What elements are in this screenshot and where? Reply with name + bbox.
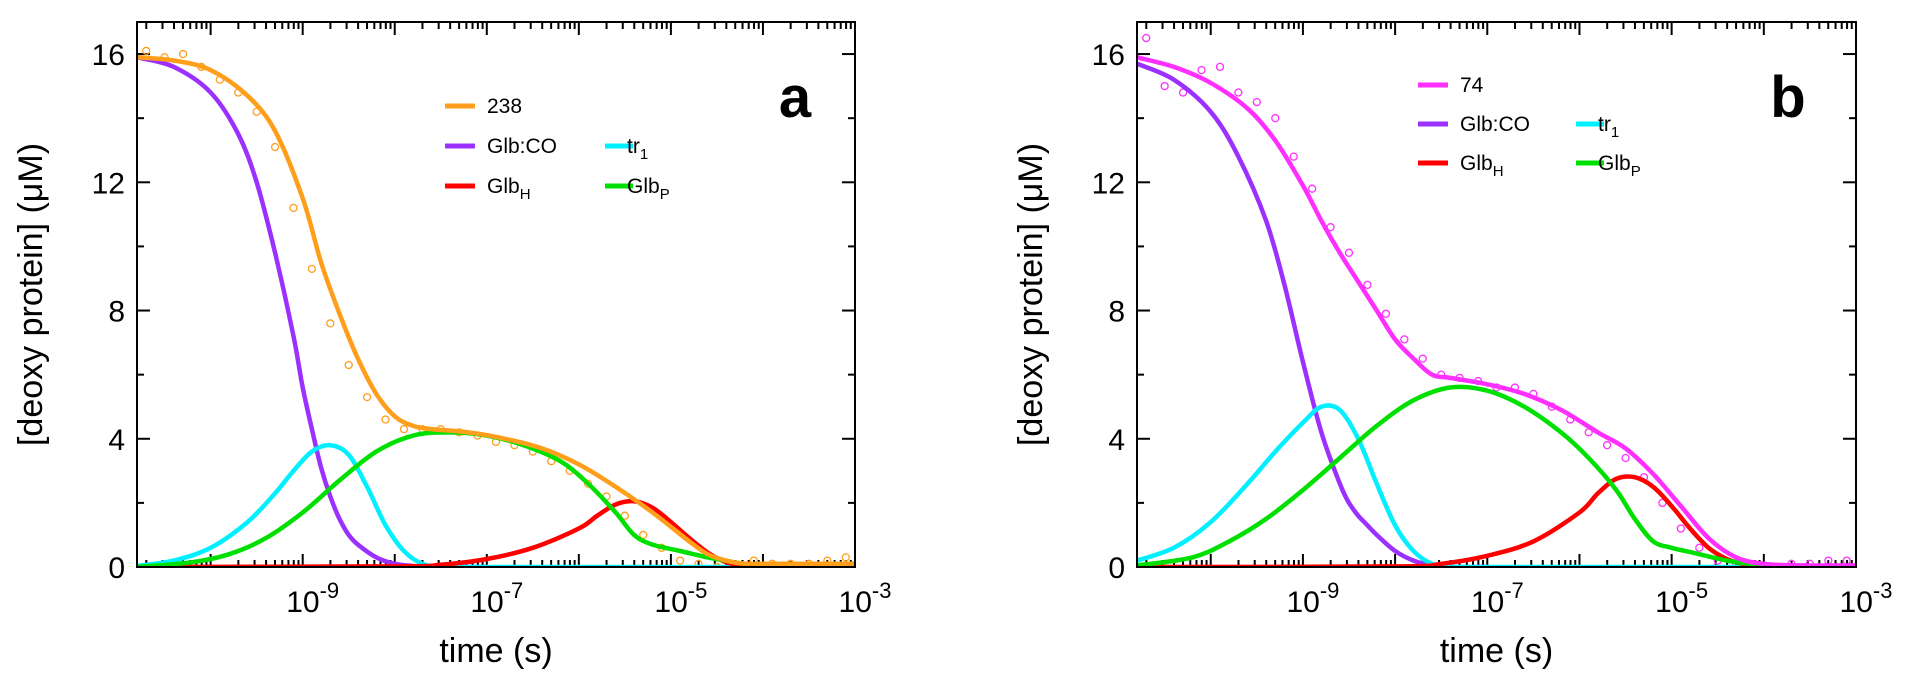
data-point <box>307 264 317 274</box>
data-point <box>1307 184 1317 193</box>
y-tick-label: 8 <box>1108 296 1125 329</box>
data-point <box>1197 65 1206 75</box>
data-point <box>1252 97 1261 107</box>
data-point <box>1602 441 1612 450</box>
panel-a: 0 4 8 12 16 10-9 10-7 10-5 10-3 time (s) [deoxy pr… <box>12 21 892 670</box>
x-tick-label: 10-3 <box>839 578 892 619</box>
data-point <box>1676 524 1686 533</box>
data-point <box>1418 354 1427 363</box>
data-point <box>362 392 372 402</box>
data-point <box>1271 114 1280 123</box>
legend: 238 Glb:CO tr1 GlbH GlbP <box>445 95 670 203</box>
y-tick-label: 8 <box>108 296 125 329</box>
y-tick-label: 4 <box>108 424 125 457</box>
y-tick-label: 16 <box>92 39 125 72</box>
legend-label: 74 <box>1460 74 1484 97</box>
plot-frame <box>136 21 856 568</box>
legend-entry-glbh: GlbH <box>445 175 531 203</box>
legend-entry-glbh: GlbH <box>1418 152 1504 180</box>
legend-entry-74: 74 <box>1418 74 1484 97</box>
y-tick-label: 0 <box>108 552 125 585</box>
series-glbh <box>1137 474 1856 567</box>
y-axis-label: [deoxy protein] (μM) <box>12 143 50 446</box>
x-tick-label: 10-3 <box>1840 578 1893 619</box>
panel-label: b <box>1770 65 1805 130</box>
x-axis-label: time (s) <box>439 632 552 670</box>
legend: 74 Glb:CO tr1 GlbH GlbP <box>1418 74 1641 180</box>
data-point <box>142 46 151 56</box>
data-point <box>399 424 409 434</box>
legend-label: GlbP <box>627 175 670 203</box>
plot-frame <box>1136 21 1857 568</box>
legend-label: GlbP <box>1598 152 1641 180</box>
legend-entry-glb-co: Glb:CO <box>1418 113 1530 136</box>
series-glb-co <box>137 55 490 567</box>
y-tick-label: 16 <box>1092 39 1125 72</box>
series-glbh <box>137 498 855 567</box>
data-point <box>289 203 298 213</box>
data-point <box>1160 81 1169 91</box>
legend-entry-glbp: GlbP <box>1576 152 1641 180</box>
legend-label: Glb:CO <box>487 135 557 158</box>
data-point <box>694 559 703 567</box>
series-glbp <box>1137 384 1856 567</box>
x-tick-label: 10-9 <box>286 578 339 619</box>
data-point <box>583 479 593 488</box>
data-point <box>841 553 850 562</box>
data-point <box>620 511 630 520</box>
legend-label: tr1 <box>627 135 648 163</box>
legend-label: Glb:CO <box>1460 113 1530 136</box>
data-point <box>1400 335 1409 344</box>
data-point <box>1289 152 1298 161</box>
data-point <box>1178 88 1188 97</box>
x-tick-label: 10-7 <box>470 578 523 619</box>
legend-label: 238 <box>487 95 522 118</box>
data-point <box>712 562 722 567</box>
plot-area <box>137 46 855 580</box>
data-point <box>1363 280 1372 290</box>
data-point <box>1215 62 1225 72</box>
y-tick-label: 0 <box>1108 552 1125 585</box>
y-axis-label: [deoxy protein] (μM) <box>1012 143 1050 446</box>
panel-label: a <box>779 65 812 130</box>
data-point <box>1234 88 1243 97</box>
series-tr1 <box>1137 403 1856 567</box>
series-74 <box>1137 55 1856 567</box>
data-point <box>381 415 390 424</box>
data-point <box>1142 33 1151 43</box>
data-point <box>326 319 335 328</box>
data-point <box>732 573 739 580</box>
y-tick-label: 12 <box>92 167 125 200</box>
panel-b: 0 4 8 12 16 10-9 10-7 10-5 10-3 time (s) [deoxy pr… <box>1012 21 1893 670</box>
data-point <box>1381 309 1391 318</box>
legend-entry-glbp: GlbP <box>605 175 670 203</box>
series-glb-co <box>1137 61 1490 567</box>
x-tick-label: 10-5 <box>654 578 707 619</box>
legend-label: tr1 <box>1598 113 1619 141</box>
series-glbp <box>137 430 855 567</box>
legend-entry-tr1: tr1 <box>1576 113 1619 141</box>
data-point <box>1695 543 1704 552</box>
legend-label: GlbH <box>487 175 531 203</box>
x-axis-label: time (s) <box>1440 632 1553 670</box>
x-tick-label: 10-9 <box>1286 578 1339 619</box>
data-point <box>344 360 353 370</box>
data-point <box>675 556 685 565</box>
data-point <box>1621 453 1630 463</box>
legend-entry-238: 238 <box>445 95 522 118</box>
series-238 <box>137 55 855 567</box>
data-point <box>270 142 280 152</box>
y-tick-label: 12 <box>1092 167 1125 200</box>
legend-label: GlbH <box>1460 152 1504 180</box>
y-tick-label: 4 <box>1108 424 1125 457</box>
x-tick-label: 10-7 <box>1471 578 1524 619</box>
data-point <box>178 49 188 59</box>
legend-entry-tr1: tr1 <box>605 135 648 163</box>
x-tick-label: 10-5 <box>1655 578 1708 619</box>
data-point <box>1344 248 1354 257</box>
legend-entry-glb-co: Glb:CO <box>445 135 557 158</box>
